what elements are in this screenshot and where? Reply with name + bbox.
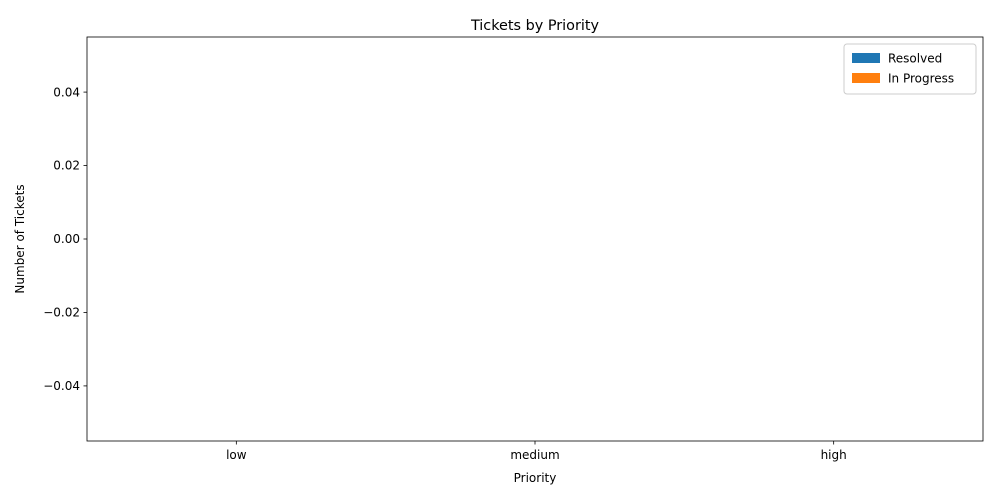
plot-background (87, 37, 983, 441)
x-axis-ticks: low medium high (226, 441, 847, 462)
y-axis-title: Number of Tickets (13, 184, 27, 293)
y-axis-ticks: −0.04 −0.02 0.00 0.02 0.04 (43, 85, 87, 393)
x-tick-label: low (226, 448, 247, 462)
y-tick-label: 0.04 (53, 85, 80, 99)
legend-swatch (852, 73, 880, 83)
chart-title: Tickets by Priority (470, 18, 600, 34)
y-tick-label: −0.04 (43, 379, 80, 393)
y-tick-label: −0.02 (43, 306, 80, 320)
legend: Resolved In Progress (843, 43, 977, 95)
x-tick-label: medium (510, 448, 559, 462)
legend-swatch (852, 53, 880, 63)
y-tick-label: 0.02 (53, 159, 80, 173)
legend-label: Resolved (888, 52, 942, 66)
x-axis-title: Priority (514, 471, 557, 485)
y-tick-label: 0.00 (53, 232, 80, 246)
x-tick-label: high (821, 448, 847, 462)
plot-frame (86, 36, 984, 442)
legend-label: In Progress (888, 72, 954, 86)
